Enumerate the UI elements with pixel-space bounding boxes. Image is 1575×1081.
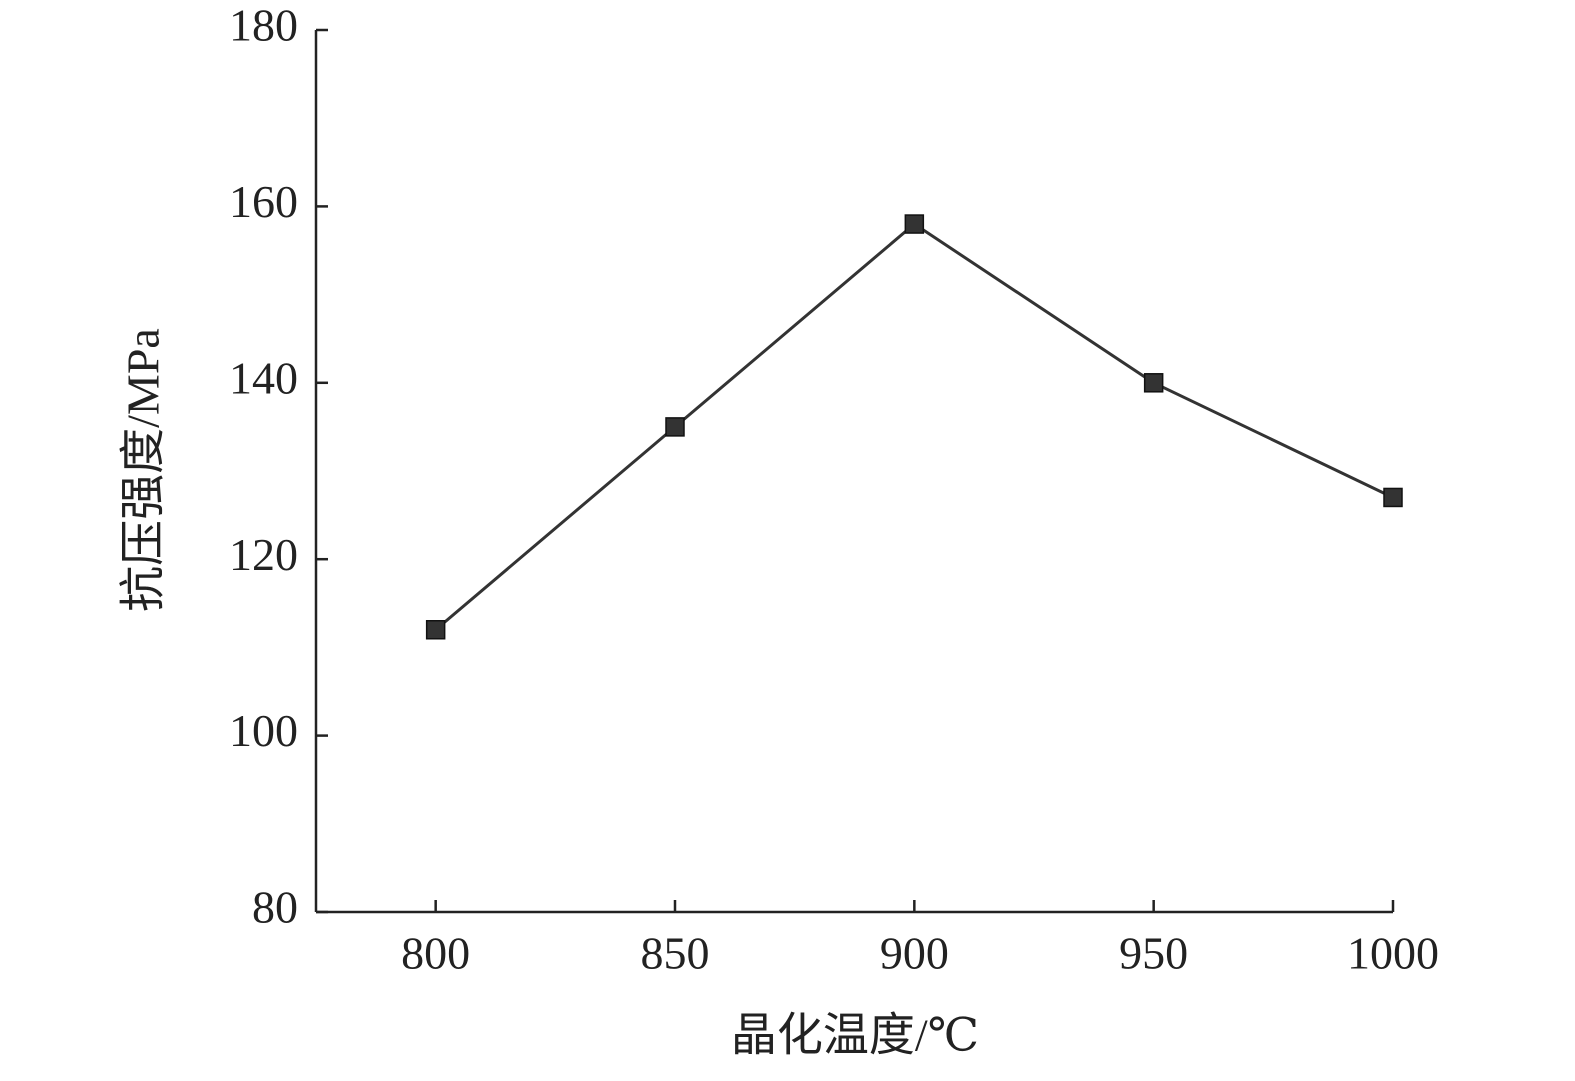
marker xyxy=(1143,373,1164,393)
x-axis-label: 晶化温度/℃ xyxy=(731,1010,979,1061)
x-tick-label: 900 xyxy=(880,928,949,979)
y-tick-label: 160 xyxy=(229,176,298,227)
x-tick-label: 800 xyxy=(401,928,470,979)
y-tick-label: 140 xyxy=(229,352,298,403)
y-tick-label: 100 xyxy=(229,705,298,756)
y-tick-label: 80 xyxy=(252,882,298,933)
x-tick-label: 950 xyxy=(1119,928,1188,979)
marker xyxy=(1383,487,1403,508)
x-tick-label: 1000 xyxy=(1347,928,1439,979)
y-tick-label: 120 xyxy=(229,529,298,580)
line xyxy=(434,222,1394,631)
marker xyxy=(665,417,685,437)
marker xyxy=(425,620,446,640)
x-tick-label: 850 xyxy=(641,928,710,979)
marker xyxy=(904,214,925,234)
y-axis-label: 抗压强度/MPa xyxy=(118,328,169,612)
y-tick-label: 180 xyxy=(229,0,298,51)
